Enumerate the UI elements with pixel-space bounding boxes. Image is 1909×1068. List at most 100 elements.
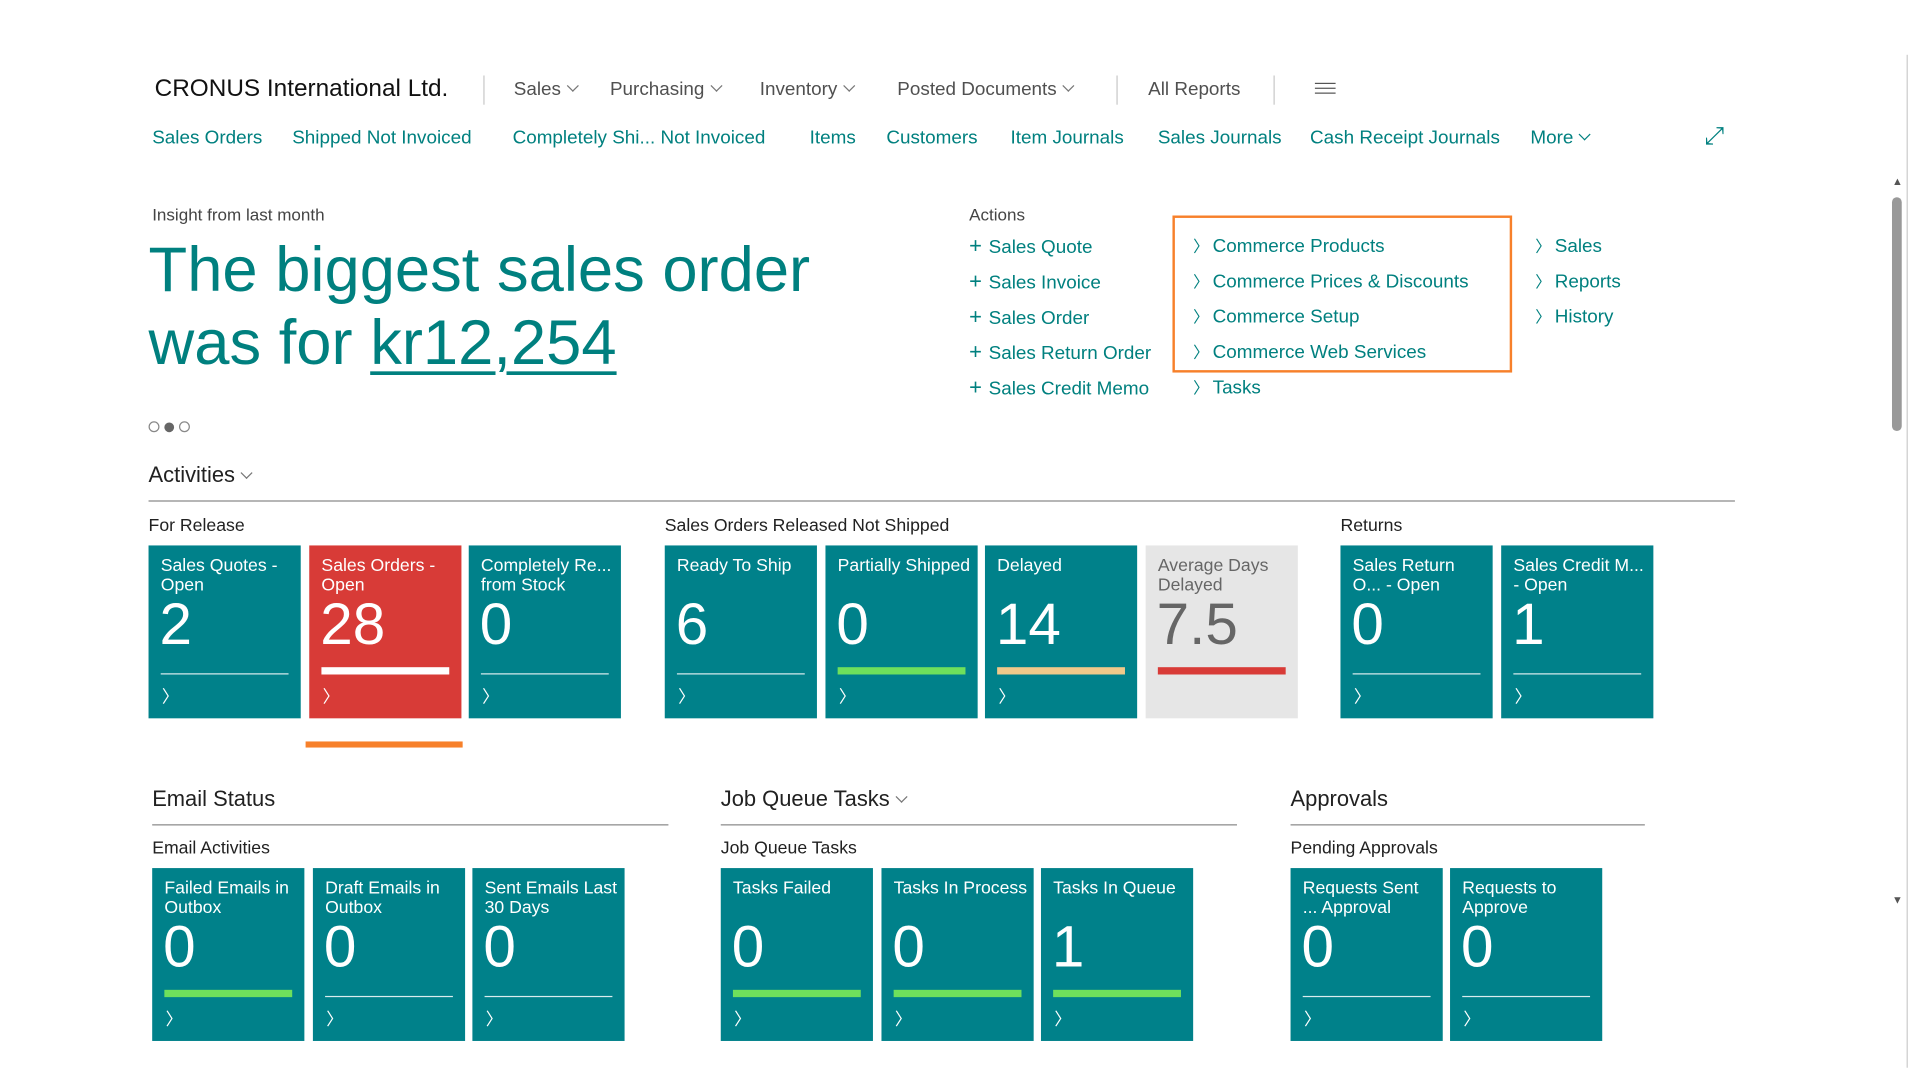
action-group-item[interactable]: 〉 History bbox=[1535, 304, 1613, 328]
nav-customers[interactable]: Customers bbox=[886, 127, 978, 149]
carousel-dots[interactable] bbox=[148, 416, 190, 438]
status-bar bbox=[1053, 989, 1181, 998]
headline-text: The biggest sales order was for bbox=[148, 234, 811, 379]
hamburger-icon[interactable] bbox=[1314, 82, 1336, 94]
tile-title: Ready To Ship bbox=[676, 556, 792, 576]
action-label: Commerce Setup bbox=[1212, 306, 1360, 328]
cue-tile[interactable]: Delayed 14 〉 bbox=[984, 545, 1138, 719]
chevron-right-icon: 〉 bbox=[1193, 308, 1209, 327]
status-bar bbox=[893, 989, 1022, 998]
chevron-right-icon: 〉 bbox=[161, 686, 179, 707]
cue-tile[interactable]: Sales Credit M... - Open 1 〉 bbox=[1501, 545, 1654, 719]
action-group-item[interactable]: 〉 Commerce Setup bbox=[1193, 304, 1359, 328]
action-group-item[interactable]: 〉 Commerce Web Services bbox=[1193, 340, 1426, 364]
action-group-item[interactable]: 〉 Tasks bbox=[1193, 375, 1261, 399]
action-group-item[interactable]: 〉 Sales bbox=[1535, 234, 1602, 258]
action-label: Sales Invoice bbox=[988, 272, 1101, 294]
cue-tile[interactable]: Tasks Failed 0 〉 bbox=[720, 868, 873, 1041]
nav-more[interactable]: More bbox=[1530, 128, 1592, 150]
dot[interactable] bbox=[178, 421, 190, 433]
scrollbar[interactable]: ▲ ▼ bbox=[1891, 175, 1906, 906]
cue-tile[interactable]: Partially Shipped 0 〉 bbox=[825, 545, 978, 719]
cue-tile[interactable]: Average Days Delayed 7.5 bbox=[1145, 545, 1298, 719]
plus-icon: + bbox=[969, 339, 982, 365]
action-label: Sales Return Order bbox=[988, 343, 1152, 365]
cue-tile[interactable]: Sales Return O... - Open 0 〉 bbox=[1340, 545, 1493, 719]
company-name[interactable]: CRONUS International Ltd. bbox=[154, 75, 449, 103]
action-label: Sales Order bbox=[988, 308, 1090, 329]
action-new-item[interactable]: + Sales Quote bbox=[969, 234, 1092, 260]
scrollbar-thumb[interactable] bbox=[1891, 197, 1902, 431]
menu-sales[interactable]: Sales bbox=[513, 79, 579, 101]
cue-tile[interactable]: Requests to Approve 0 〉 bbox=[1450, 868, 1603, 1041]
insight-headline: The biggest sales order was for kr12,254 bbox=[149, 234, 928, 380]
status-bar bbox=[732, 989, 861, 998]
cue-tile[interactable]: Sales Quotes - Open 2 〉 bbox=[148, 545, 301, 719]
divider bbox=[152, 824, 669, 826]
nav-sales-journals[interactable]: Sales Journals bbox=[1157, 127, 1282, 149]
cue-tile[interactable]: Sales Orders - Open 28 〉 bbox=[309, 545, 462, 719]
action-new-item[interactable]: + Sales Credit Memo bbox=[969, 375, 1149, 401]
chevron-down-icon bbox=[1062, 79, 1075, 92]
nav-items[interactable]: Items bbox=[809, 127, 856, 149]
action-group-item[interactable]: 〉 Reports bbox=[1535, 269, 1621, 293]
menu-label: Sales bbox=[513, 79, 562, 100]
cue-tile[interactable]: Sent Emails Last 30 Days 0 〉 bbox=[472, 868, 625, 1041]
chevron-right-icon: 〉 bbox=[326, 1009, 344, 1029]
action-new-item[interactable]: + Sales Invoice bbox=[969, 269, 1101, 295]
window-edge bbox=[1906, 54, 1908, 1068]
nav-completely-shipped[interactable]: Completely Shi... Not Invoiced bbox=[512, 127, 766, 149]
chevron-right-icon: 〉 bbox=[1535, 272, 1552, 291]
nav-sales-orders[interactable]: Sales Orders bbox=[152, 127, 263, 149]
chevron-right-icon: 〉 bbox=[734, 1009, 752, 1029]
chevron-right-icon: 〉 bbox=[482, 686, 500, 707]
chevron-down-icon bbox=[842, 79, 855, 92]
scroll-up-icon[interactable]: ▲ bbox=[1891, 175, 1903, 188]
expand-icon[interactable]: ⤢ bbox=[1704, 122, 1724, 150]
all-reports-link[interactable]: All Reports bbox=[1148, 79, 1241, 100]
nav-item-journals[interactable]: Item Journals bbox=[1010, 127, 1124, 149]
cue-tile[interactable]: Tasks In Process 0 〉 bbox=[881, 868, 1034, 1041]
cue-tile[interactable]: Completely Re... from Stock 0 〉 bbox=[468, 545, 621, 719]
tile-title: Sales Quotes - Open bbox=[160, 556, 278, 596]
tile-value: 1 bbox=[1051, 915, 1085, 981]
chevron-down-icon bbox=[1578, 128, 1592, 141]
action-label: Sales Credit Memo bbox=[988, 378, 1150, 400]
action-group-item[interactable]: 〉 Commerce Prices & Discounts bbox=[1193, 269, 1468, 293]
tile-title: Requests to Approve bbox=[1462, 879, 1557, 918]
tile-value: 0 bbox=[1461, 915, 1494, 981]
action-new-item[interactable]: + Sales Order bbox=[969, 304, 1089, 330]
highlight-box bbox=[1172, 215, 1513, 373]
job-queue-header[interactable]: Job Queue Tasks bbox=[720, 786, 908, 813]
cue-tile[interactable]: Ready To Ship 6 〉 bbox=[664, 545, 817, 719]
nav-shipped-not-invoiced[interactable]: Shipped Not Invoiced bbox=[292, 127, 472, 149]
insight-amount-link[interactable]: kr12,254 bbox=[370, 308, 617, 379]
nav-cash-receipt-journals[interactable]: Cash Receipt Journals bbox=[1310, 127, 1500, 149]
menu-inventory[interactable]: Inventory bbox=[760, 79, 855, 101]
scroll-down-icon[interactable]: ▼ bbox=[1891, 893, 1903, 906]
chevron-right-icon: 〉 bbox=[322, 686, 340, 707]
cue-tile[interactable]: Tasks In Queue 1 〉 bbox=[1040, 868, 1194, 1041]
plus-icon: + bbox=[969, 304, 982, 329]
menu-purchasing[interactable]: Purchasing bbox=[610, 79, 722, 101]
tile-value: 0 bbox=[483, 915, 516, 981]
activities-header[interactable]: Activities bbox=[149, 463, 253, 489]
menu-posted-documents[interactable]: Posted Documents bbox=[897, 79, 1075, 101]
divider bbox=[148, 500, 1735, 502]
dot[interactable] bbox=[148, 421, 160, 433]
cue-tile[interactable]: Failed Emails in Outbox 0 〉 bbox=[152, 868, 305, 1041]
plus-icon: + bbox=[969, 374, 982, 400]
cue-tile[interactable]: Draft Emails in Outbox 0 〉 bbox=[312, 868, 466, 1041]
chevron-down-icon bbox=[240, 466, 253, 480]
job-queue-title: Job Queue Tasks bbox=[720, 786, 890, 811]
action-group-item[interactable]: 〉 Commerce Products bbox=[1193, 234, 1384, 258]
chevron-down-icon bbox=[566, 79, 579, 92]
action-new-item[interactable]: + Sales Return Order bbox=[969, 340, 1151, 366]
tile-value: 7.5 bbox=[1156, 592, 1238, 658]
group-label: Returns bbox=[1340, 516, 1403, 536]
cue-tile[interactable]: Requests Sent ... Approval 0 〉 bbox=[1290, 868, 1443, 1041]
chevron-right-icon: 〉 bbox=[1353, 686, 1371, 707]
tile-title: Failed Emails in Outbox bbox=[164, 879, 289, 918]
dot-active[interactable] bbox=[164, 422, 175, 433]
group-label: Sales Orders Released Not Shipped bbox=[664, 516, 950, 536]
